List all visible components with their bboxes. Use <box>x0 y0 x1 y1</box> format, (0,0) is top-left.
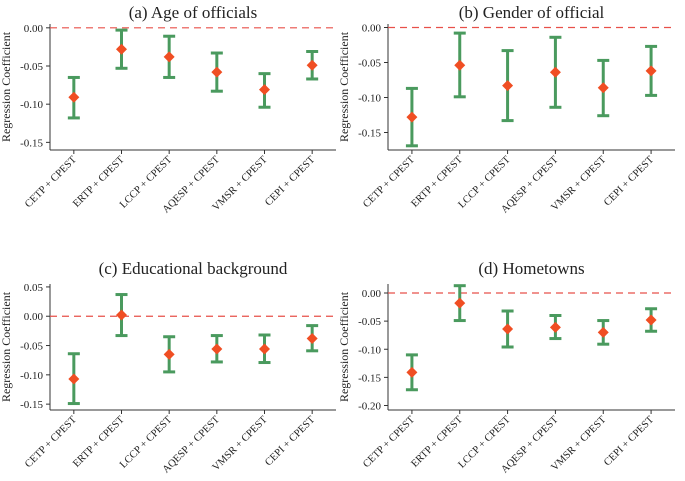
panel-title: (b) Gender of official <box>459 3 605 22</box>
y-tick-label: -0.15 <box>20 399 43 411</box>
coefficient-point <box>645 314 657 326</box>
panel-4: (d) Hometowns Regression Coefficient 0.00 -… <box>337 259 675 476</box>
y-axis-label: Regression Coefficient <box>0 291 13 402</box>
y-axis-label: Regression Coefficient <box>337 31 351 142</box>
y-tick-label: -0.15 <box>358 372 381 384</box>
coefficient-point <box>306 333 318 345</box>
y-tick-label: -0.10 <box>358 344 381 356</box>
panel-title: (d) Hometowns <box>478 259 584 278</box>
y-tick-label: -0.10 <box>20 99 43 111</box>
coefficient-point <box>454 297 466 309</box>
panel-1: (a) Age of officials Regression Coefficie… <box>0 3 336 216</box>
y-tick-label: 0.00 <box>24 311 44 323</box>
coefficient-point <box>211 343 223 355</box>
y-tick-label: -0.05 <box>20 61 43 73</box>
coefficient-point <box>259 343 270 355</box>
y-tick-label: -0.05 <box>358 316 381 328</box>
coefficient-point <box>597 326 609 338</box>
coefficient-point <box>68 373 80 385</box>
y-tick-label: 0.00 <box>24 23 44 35</box>
coefficient-point <box>406 111 418 123</box>
panel-title: (a) Age of officials <box>129 3 258 22</box>
coefficient-point <box>163 348 175 360</box>
coefficient-point <box>549 66 561 78</box>
coefficient-point <box>259 84 270 96</box>
coefficient-point <box>502 80 514 92</box>
y-axis-label: Regression Coefficient <box>337 291 351 402</box>
coefficient-point <box>163 51 175 63</box>
coefficient-point <box>454 59 466 71</box>
coefficient-point <box>116 309 127 321</box>
y-tick-label: -0.20 <box>358 401 381 413</box>
y-tick-label: -0.10 <box>20 370 43 382</box>
coefficient-point <box>406 366 418 378</box>
y-tick-label: -0.15 <box>358 128 381 140</box>
coefficient-point <box>68 91 80 103</box>
coefficient-point <box>502 323 514 335</box>
y-tick-label: -0.15 <box>20 137 43 149</box>
x-tick-label: CEPI + CPEST <box>263 414 317 468</box>
coefficient-point <box>306 59 318 71</box>
coefficient-point <box>116 43 127 55</box>
coefficient-point <box>211 66 223 78</box>
coefficient-point <box>549 321 561 333</box>
panel-title: (c) Educational background <box>99 259 288 278</box>
y-tick-label: -0.10 <box>358 93 381 105</box>
y-tick-label: 0.00 <box>362 288 382 300</box>
y-tick-label: -0.05 <box>20 341 43 353</box>
y-tick-label: 0.00 <box>362 23 382 35</box>
coefficient-point <box>645 65 657 77</box>
y-axis-label: Regression Coefficient <box>0 31 13 142</box>
panel-3: (c) Educational background Regression Coe… <box>0 259 336 476</box>
x-tick-label: CEPI + CPEST <box>602 154 656 208</box>
coefficient-point <box>597 82 609 94</box>
panel-2: (b) Gender of official Regression Coeffic… <box>337 3 675 216</box>
y-tick-label: -0.05 <box>358 58 381 70</box>
x-tick-label: CEPI + CPEST <box>602 414 656 468</box>
x-tick-label: CEPI + CPEST <box>263 154 317 208</box>
y-tick-label: 0.05 <box>24 282 44 294</box>
